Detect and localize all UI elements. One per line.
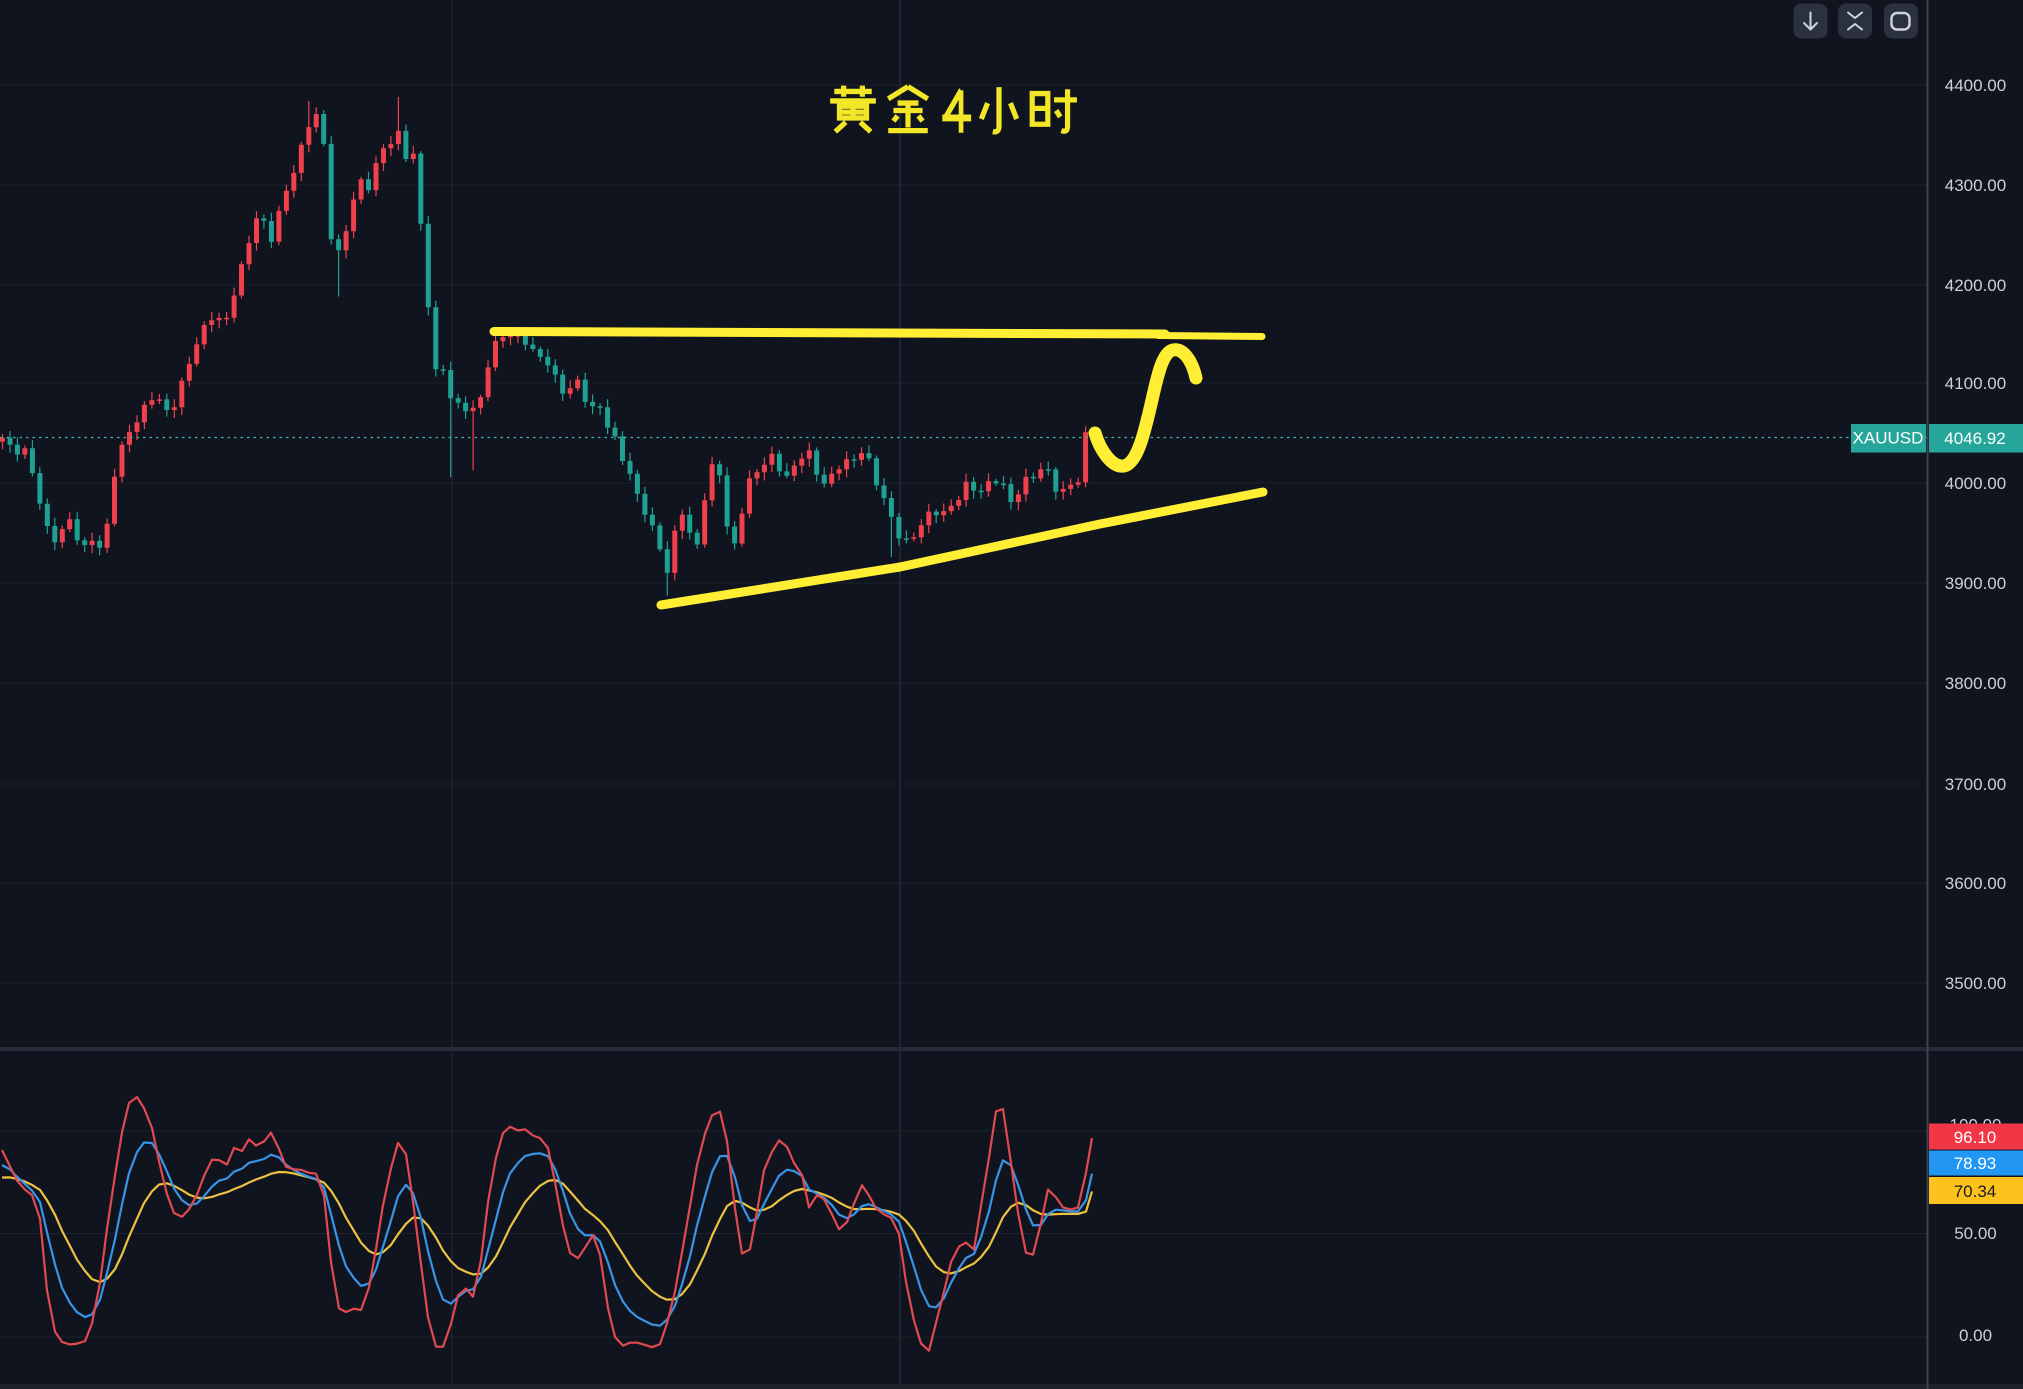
- svg-text:4100.00: 4100.00: [1945, 374, 2006, 393]
- svg-text:4400.00: 4400.00: [1945, 76, 2006, 95]
- svg-text:4000.00: 4000.00: [1945, 474, 2006, 493]
- svg-text:50.00: 50.00: [1954, 1224, 1997, 1243]
- svg-text:4200.00: 4200.00: [1945, 276, 2006, 295]
- svg-text:3700.00: 3700.00: [1945, 775, 2006, 794]
- svg-text:4300.00: 4300.00: [1945, 176, 2006, 195]
- svg-text:4046.92: 4046.92: [1944, 429, 2005, 448]
- svg-text:3800.00: 3800.00: [1945, 674, 2006, 693]
- svg-text:3900.00: 3900.00: [1945, 574, 2006, 593]
- svg-text:XAUUSD: XAUUSD: [1853, 429, 1924, 448]
- svg-text:96.10: 96.10: [1954, 1128, 1997, 1147]
- svg-text:3500.00: 3500.00: [1945, 974, 2006, 993]
- svg-text:70.34: 70.34: [1954, 1182, 1997, 1201]
- svg-text:3600.00: 3600.00: [1945, 874, 2006, 893]
- svg-text:0.00: 0.00: [1959, 1326, 1992, 1345]
- svg-text:78.93: 78.93: [1954, 1154, 1997, 1173]
